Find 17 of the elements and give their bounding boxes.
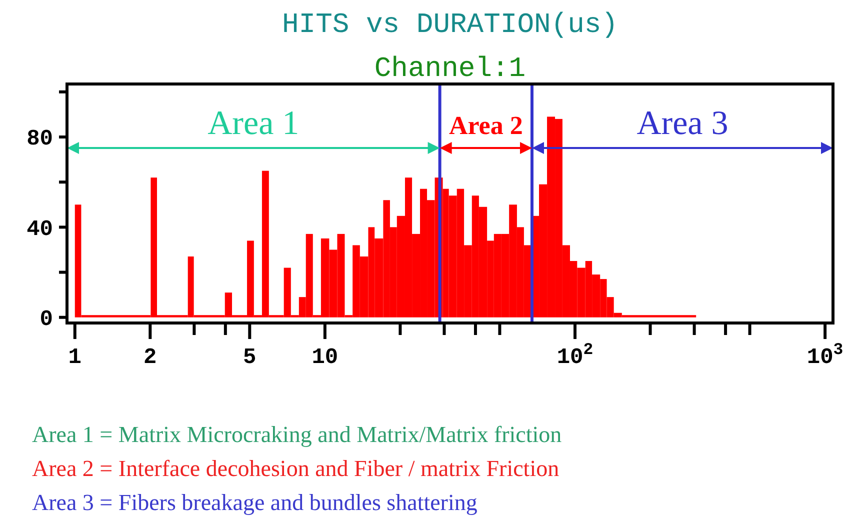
y-tick-label: 80 [26,126,53,152]
chart-subtitle: Channel:1 [374,54,526,85]
annotation: Area 3 [636,105,728,142]
x-tick-label: 10 [312,345,338,370]
text: Area 1 = Matrix Microcraking and Matrix/Matrix friction [32,422,562,447]
text: Area 3 = Fibers breakage and bundles shattering [32,490,478,515]
annotation: Area 1 [208,105,300,142]
x-tick-label: 2 [144,345,157,370]
y-tick-label: 40 [26,216,53,242]
x-tick-label: 10$^{2}$ [556,340,594,370]
x-tick-label: 10$^{3}$ [806,340,844,370]
x-tick-label: 5 [243,345,256,370]
y-tick-label: 0 [40,307,53,332]
chart-title: HITS vs DURATION(us) [282,10,618,41]
text: Area 2 = Interface decohesion and Fiber / matrix Friction [32,456,560,481]
x-tick-label: 1 [68,345,82,370]
annotation: Area 2 [448,111,523,140]
